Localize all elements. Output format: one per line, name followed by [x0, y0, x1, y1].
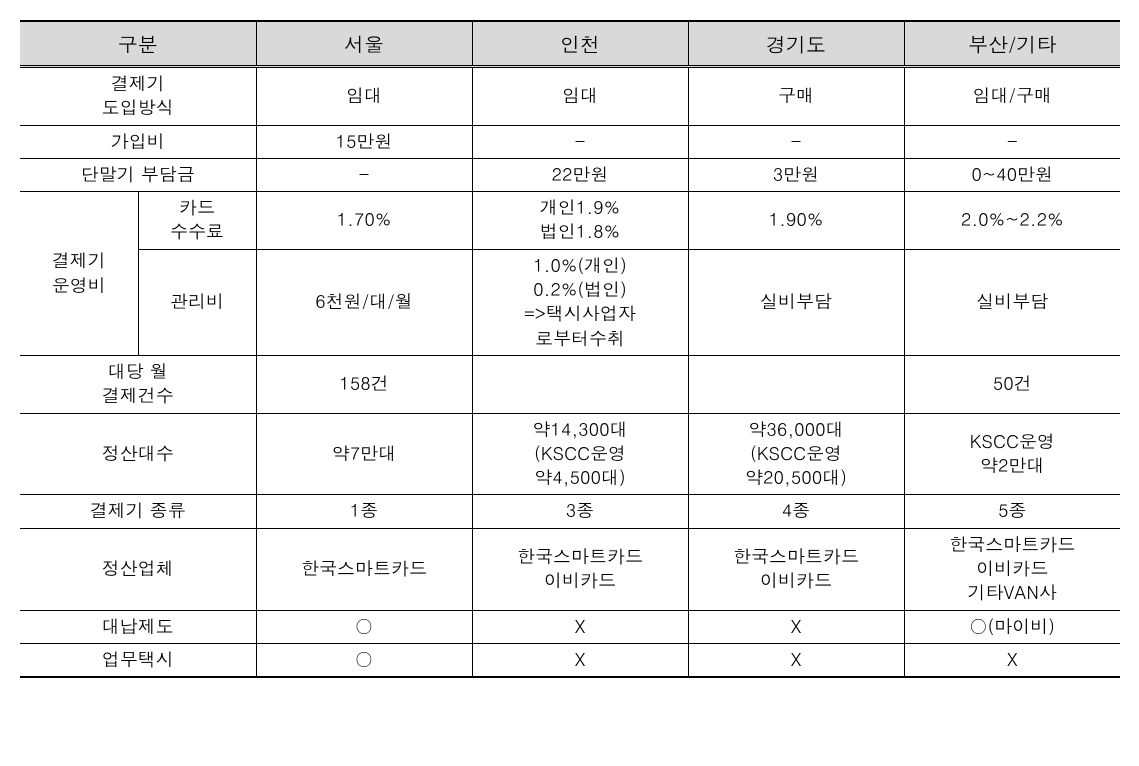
cell: 1.70%	[256, 192, 472, 250]
cell: 22만원	[472, 158, 688, 191]
cell: -	[904, 125, 1120, 158]
cell: 약7만대	[256, 413, 472, 495]
cell: X	[688, 643, 904, 677]
cell	[688, 355, 904, 413]
cell: 0~40만원	[904, 158, 1120, 191]
cell: 158건	[256, 355, 472, 413]
cell: 1.0%(개인) 0.2%(법인) =>택시사업자 로부터수취	[472, 249, 688, 355]
label-mgmt-fee: 관리비	[138, 249, 256, 355]
cell: -	[688, 125, 904, 158]
cell	[472, 355, 688, 413]
header-row: 구분 서울 인천 경기도 부산/기타	[20, 21, 1120, 67]
cell: 임대	[472, 67, 688, 126]
cell: 5종	[904, 495, 1120, 528]
row-settlement-units: 정산대수 약7만대 약14,300대 (KSCC운영 약4,500대) 약36,…	[20, 413, 1120, 495]
row-terminal-cost: 단말기 부담금 - 22만원 3만원 0~40만원	[20, 158, 1120, 191]
header-gyeonggi: 경기도	[688, 21, 904, 67]
label-terminal-types: 결제기 종류	[20, 495, 256, 528]
cell: 약36,000대 (KSCC운영 약20,500대)	[688, 413, 904, 495]
label-intro-method: 결제기 도입방식	[20, 67, 256, 126]
cell: ○(마이비)	[904, 610, 1120, 643]
row-biz-taxi: 업무택시 ○ X X X	[20, 643, 1120, 677]
label-card-fee: 카드 수수료	[138, 192, 256, 250]
row-intro-method: 결제기 도입방식 임대 임대 구매 임대/구매	[20, 67, 1120, 126]
label-op-cost-group: 결제기 운영비	[20, 192, 138, 356]
cell: X	[904, 643, 1120, 677]
row-settlement-co: 정산업체 한국스마트카드 한국스마트카드 이비카드 한국스마트카드 이비카드 한…	[20, 528, 1120, 610]
cell: 한국스마트카드 이비카드	[472, 528, 688, 610]
cell: 1.90%	[688, 192, 904, 250]
cell: -	[256, 158, 472, 191]
cell: 3종	[472, 495, 688, 528]
label-signup-fee: 가입비	[20, 125, 256, 158]
cell: 2.0%~2.2%	[904, 192, 1120, 250]
cell: 3만원	[688, 158, 904, 191]
cell: 실비부담	[688, 249, 904, 355]
cell: 한국스마트카드 이비카드 기타VAN사	[904, 528, 1120, 610]
cell: ○	[256, 610, 472, 643]
cell: -	[472, 125, 688, 158]
header-incheon: 인천	[472, 21, 688, 67]
row-terminal-types: 결제기 종류 1종 3종 4종 5종	[20, 495, 1120, 528]
cell: 한국스마트카드	[256, 528, 472, 610]
cell: 15만원	[256, 125, 472, 158]
label-terminal-cost: 단말기 부담금	[20, 158, 256, 191]
cell: 개인1.9% 법인1.8%	[472, 192, 688, 250]
header-seoul: 서울	[256, 21, 472, 67]
cell: X	[472, 610, 688, 643]
label-settlement-units: 정산대수	[20, 413, 256, 495]
row-proxy-pay: 대납제도 ○ X X ○(마이비)	[20, 610, 1120, 643]
cell: 실비부담	[904, 249, 1120, 355]
row-mgmt-fee: 관리비 6천원/대/월 1.0%(개인) 0.2%(법인) =>택시사업자 로부…	[20, 249, 1120, 355]
cell: 약14,300대 (KSCC운영 약4,500대)	[472, 413, 688, 495]
cell: 6천원/대/월	[256, 249, 472, 355]
label-settlement-co: 정산업체	[20, 528, 256, 610]
cell: X	[472, 643, 688, 677]
cell: 4종	[688, 495, 904, 528]
cell: X	[688, 610, 904, 643]
cell: 한국스마트카드 이비카드	[688, 528, 904, 610]
cell: 구매	[688, 67, 904, 126]
row-signup-fee: 가입비 15만원 - - -	[20, 125, 1120, 158]
row-card-fee: 결제기 운영비 카드 수수료 1.70% 개인1.9% 법인1.8% 1.90%…	[20, 192, 1120, 250]
cell: 임대/구매	[904, 67, 1120, 126]
label-biz-taxi: 업무택시	[20, 643, 256, 677]
cell: 50건	[904, 355, 1120, 413]
comparison-table: 구분 서울 인천 경기도 부산/기타 결제기 도입방식 임대 임대 구매 임대/…	[20, 20, 1120, 678]
cell: KSCC운영 약2만대	[904, 413, 1120, 495]
label-monthly-tx: 대당 월 결제건수	[20, 355, 256, 413]
row-monthly-tx: 대당 월 결제건수 158건 50건	[20, 355, 1120, 413]
header-category: 구분	[20, 21, 256, 67]
header-busan: 부산/기타	[904, 21, 1120, 67]
label-proxy-pay: 대납제도	[20, 610, 256, 643]
cell: 임대	[256, 67, 472, 126]
cell: ○	[256, 643, 472, 677]
cell: 1종	[256, 495, 472, 528]
